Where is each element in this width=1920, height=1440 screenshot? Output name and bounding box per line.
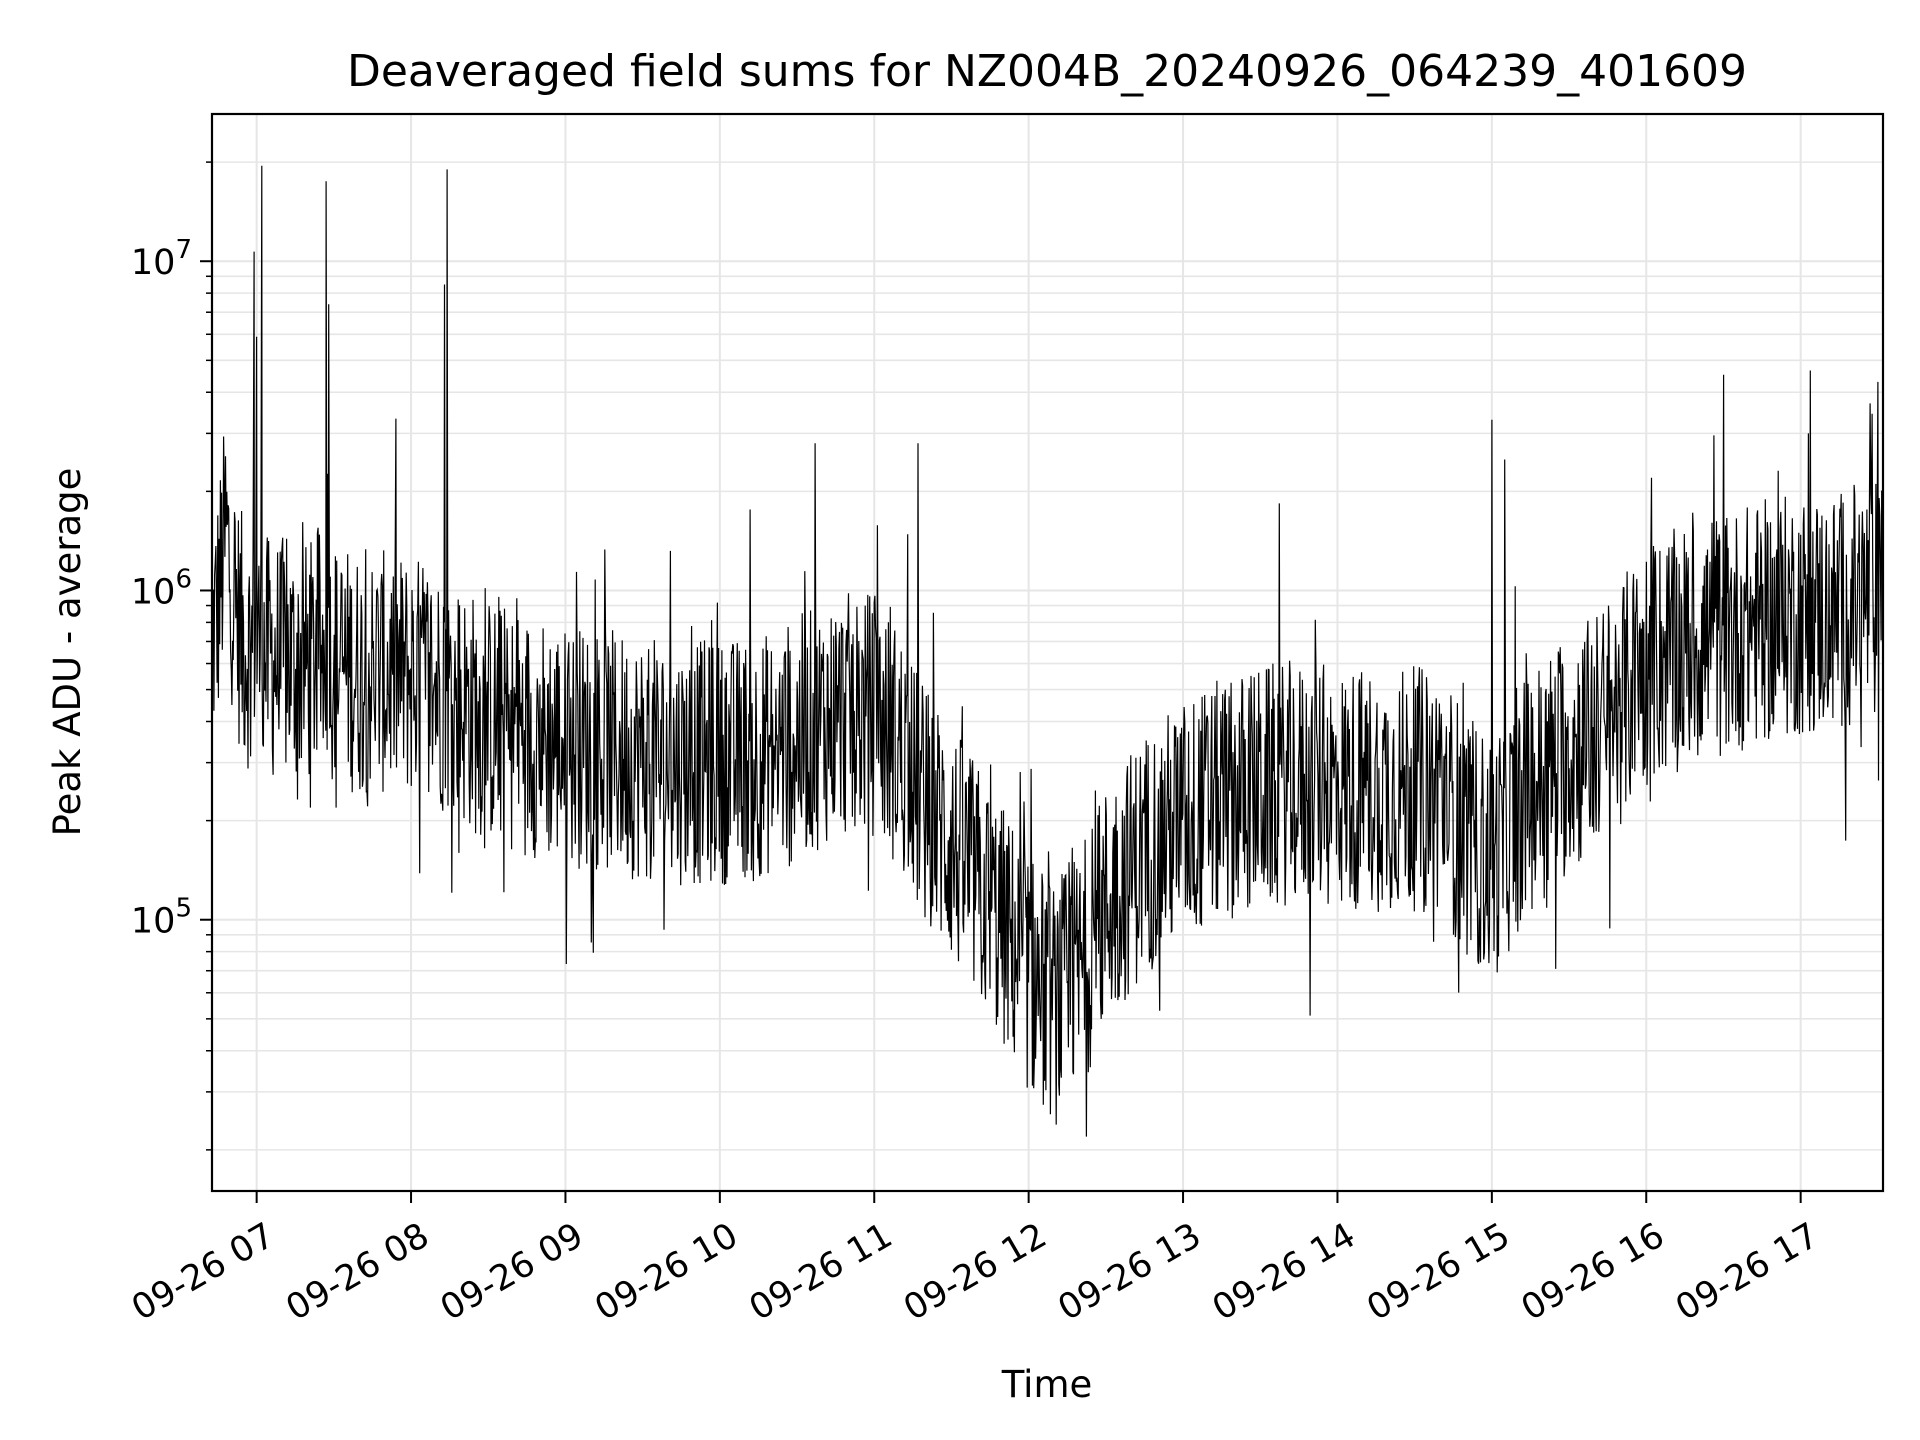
y-tick-label: 106 — [131, 564, 192, 612]
y-tick-label: 105 — [131, 894, 192, 942]
plot-frame — [210, 112, 1885, 1193]
x-axis-label: Time — [1001, 1363, 1093, 1406]
y-tick-label: 107 — [131, 235, 192, 283]
y-axis-ticks: 105 106 107 — [131, 161, 212, 1151]
y-axis-label: Peak ADU - average — [46, 468, 89, 837]
chart-title: Deaveraged field sums for NZ004B_2024092… — [347, 46, 1747, 97]
series-line-group — [211, 165, 1884, 1137]
series-line — [211, 165, 1884, 1137]
grid — [212, 114, 1883, 1191]
